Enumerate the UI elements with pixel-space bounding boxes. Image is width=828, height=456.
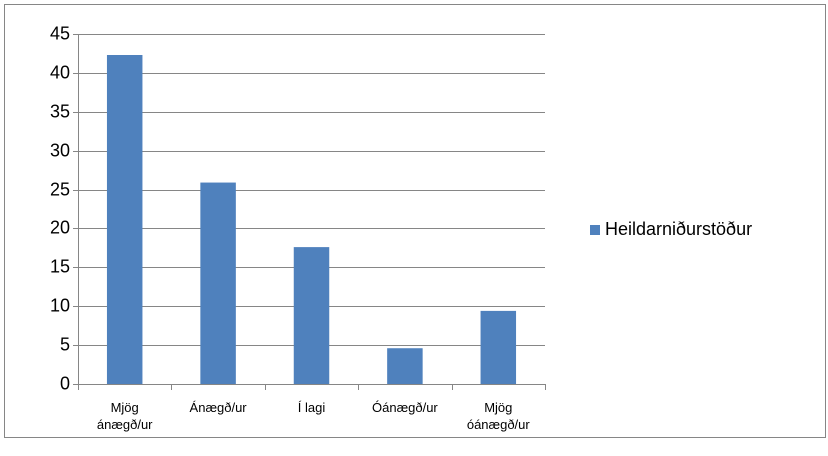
y-tick-label: 20 (50, 217, 70, 237)
y-tick-label: 45 (50, 23, 70, 43)
bar (387, 348, 423, 384)
bar (200, 182, 236, 384)
y-tick-label: 0 (60, 373, 70, 393)
x-tick-label: Mjög óánægð/ur (466, 400, 530, 432)
bar (106, 55, 143, 384)
x-tick-label: Ánægð/ur (189, 400, 247, 415)
y-tick-label: 30 (50, 140, 70, 160)
legend-label: Heildarniðurstöður (605, 219, 752, 239)
bar (480, 310, 517, 384)
x-tick-label: Mjög ánægð/ur (96, 400, 153, 432)
x-tick-label: Í lagi (297, 400, 326, 415)
y-tick-label: 10 (50, 295, 70, 315)
x-tick-label: Óánægð/ur (372, 400, 438, 415)
y-tick-label: 15 (50, 256, 70, 276)
y-tick-label: 40 (50, 62, 70, 82)
y-tick-label: 25 (50, 179, 70, 199)
bar (293, 247, 330, 384)
y-tick-label: 35 (50, 101, 70, 121)
legend-swatch (590, 225, 600, 235)
y-tick-label: 5 (60, 334, 70, 354)
